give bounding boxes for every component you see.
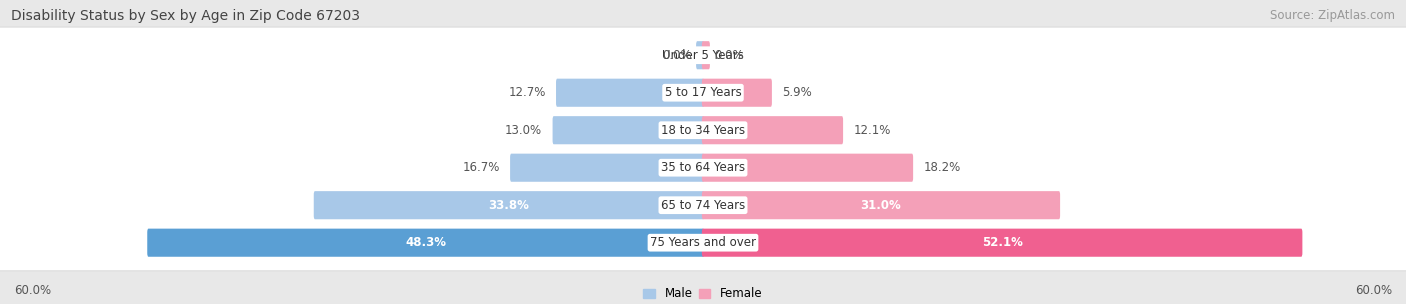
FancyBboxPatch shape xyxy=(0,65,1406,120)
FancyBboxPatch shape xyxy=(702,116,844,144)
FancyBboxPatch shape xyxy=(148,229,704,257)
FancyBboxPatch shape xyxy=(0,140,1406,195)
FancyBboxPatch shape xyxy=(702,79,772,107)
Text: 52.1%: 52.1% xyxy=(981,236,1022,249)
FancyBboxPatch shape xyxy=(702,229,1302,257)
FancyBboxPatch shape xyxy=(0,102,1406,158)
FancyBboxPatch shape xyxy=(702,41,710,69)
Text: 18.2%: 18.2% xyxy=(924,161,960,174)
Text: 75 Years and over: 75 Years and over xyxy=(650,236,756,249)
FancyBboxPatch shape xyxy=(0,27,1406,83)
FancyBboxPatch shape xyxy=(702,191,1060,219)
Text: 60.0%: 60.0% xyxy=(1355,284,1392,297)
Text: 0.0%: 0.0% xyxy=(714,49,744,62)
FancyBboxPatch shape xyxy=(510,154,704,182)
FancyBboxPatch shape xyxy=(553,116,704,144)
Text: 33.8%: 33.8% xyxy=(488,199,530,212)
FancyBboxPatch shape xyxy=(0,177,1406,234)
Text: 31.0%: 31.0% xyxy=(860,199,901,212)
Text: 13.0%: 13.0% xyxy=(505,124,543,137)
Text: Source: ZipAtlas.com: Source: ZipAtlas.com xyxy=(1270,9,1395,22)
Text: 12.1%: 12.1% xyxy=(853,124,891,137)
Text: 18 to 34 Years: 18 to 34 Years xyxy=(661,124,745,137)
Text: 60.0%: 60.0% xyxy=(14,284,51,297)
FancyBboxPatch shape xyxy=(555,79,704,107)
Text: 12.7%: 12.7% xyxy=(509,86,546,99)
Text: 0.0%: 0.0% xyxy=(662,49,692,62)
FancyBboxPatch shape xyxy=(0,214,1406,271)
Text: 5.9%: 5.9% xyxy=(782,86,813,99)
FancyBboxPatch shape xyxy=(0,27,1406,84)
Text: 48.3%: 48.3% xyxy=(405,236,446,249)
FancyBboxPatch shape xyxy=(0,102,1406,159)
Text: Under 5 Years: Under 5 Years xyxy=(662,49,744,62)
Legend: Male, Female: Male, Female xyxy=(638,283,768,304)
FancyBboxPatch shape xyxy=(0,139,1406,196)
Text: Disability Status by Sex by Age in Zip Code 67203: Disability Status by Sex by Age in Zip C… xyxy=(11,9,360,23)
Text: 5 to 17 Years: 5 to 17 Years xyxy=(665,86,741,99)
Text: 16.7%: 16.7% xyxy=(463,161,499,174)
FancyBboxPatch shape xyxy=(696,41,704,69)
FancyBboxPatch shape xyxy=(0,64,1406,121)
FancyBboxPatch shape xyxy=(0,215,1406,271)
FancyBboxPatch shape xyxy=(702,154,912,182)
Text: 35 to 64 Years: 35 to 64 Years xyxy=(661,161,745,174)
FancyBboxPatch shape xyxy=(314,191,704,219)
FancyBboxPatch shape xyxy=(0,178,1406,233)
Text: 65 to 74 Years: 65 to 74 Years xyxy=(661,199,745,212)
